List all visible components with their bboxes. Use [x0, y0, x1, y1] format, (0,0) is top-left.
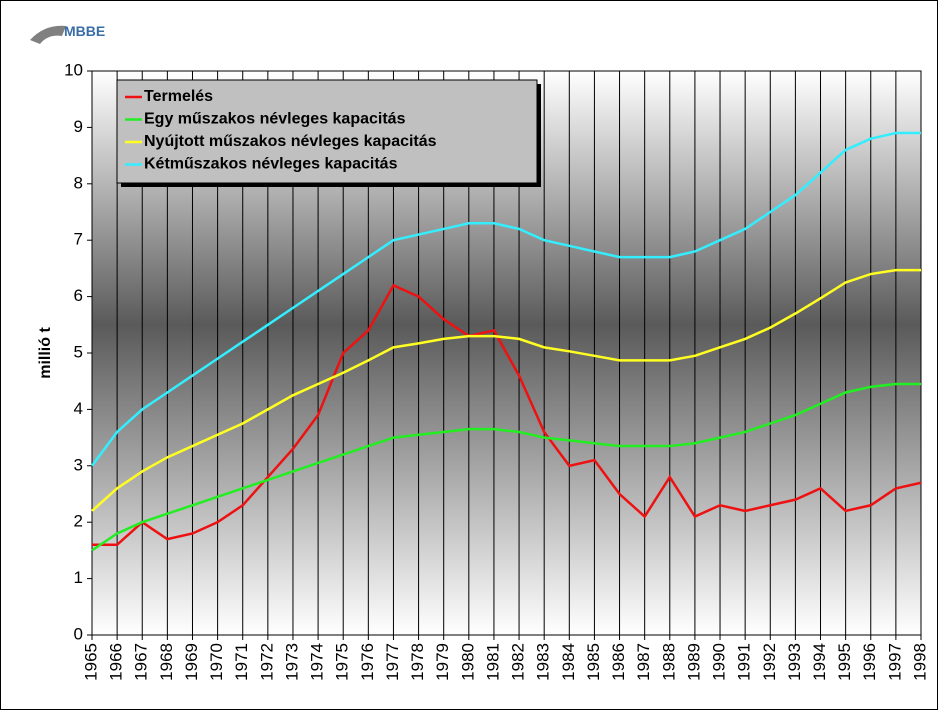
x-tick-label: 1996 [860, 643, 879, 681]
x-tick-label: 1981 [483, 643, 502, 681]
x-tick-label: 1993 [785, 643, 804, 681]
series-line [90, 131, 921, 467]
y-tick-label: 2 [74, 512, 83, 531]
legend [116, 79, 538, 184]
x-tick-label: 1979 [433, 643, 452, 681]
y-tick-label: 10 [64, 60, 83, 79]
x-tick-label: 1988 [659, 643, 678, 681]
legend-label: Egy műszakos névleges kapacitás [144, 111, 406, 128]
y-axis-label: millió t [37, 327, 54, 379]
x-tick-label: 1992 [760, 643, 779, 681]
y-tick-label: 7 [74, 230, 83, 249]
x-tick-label: 1995 [835, 643, 854, 681]
x-tick-label: 1974 [308, 643, 327, 681]
x-tick-label: 1982 [509, 643, 528, 681]
plot-border [91, 70, 922, 636]
x-tick-label: 1994 [810, 643, 829, 681]
series-line [92, 283, 922, 547]
y-tick-label: 1 [74, 568, 83, 587]
y-tick-label: 4 [74, 399, 83, 418]
x-tick-label: 1983 [534, 643, 553, 681]
x-tick-label: 1970 [207, 643, 226, 681]
x-tick-label: 1997 [885, 643, 904, 681]
y-tick-label: 9 [74, 117, 83, 136]
legend-label: Nyújtott műszakos névleges kapacitás [144, 133, 437, 150]
x-tick-label: 1986 [609, 643, 628, 681]
legend-label: Kétműszakos névleges kapacitás [144, 156, 398, 173]
x-tick-label: 1972 [257, 643, 276, 681]
x-tick-label: 1973 [282, 643, 301, 681]
y-tick-label: 8 [74, 173, 83, 192]
x-tick-label: 1966 [107, 643, 126, 681]
x-tick-label: 1967 [132, 643, 151, 681]
x-tick-label: 1991 [735, 643, 754, 681]
x-tick-label: 1980 [458, 643, 477, 681]
logo-text: MBBE [64, 23, 105, 39]
series-line [91, 382, 921, 552]
y-tick-label: 6 [74, 286, 83, 305]
series-line [91, 268, 921, 512]
x-tick-label: 1977 [383, 643, 402, 681]
y-tick-label: 3 [74, 455, 83, 474]
x-tick-label: 1975 [333, 643, 352, 681]
x-tick-label: 1976 [358, 643, 377, 681]
logo-mark [30, 25, 66, 44]
x-tick-label: 1968 [157, 643, 176, 681]
legend-label: Termelés [144, 88, 213, 105]
x-tick-label: 1978 [408, 643, 427, 681]
x-tick-label: 1985 [584, 643, 603, 681]
x-tick-label: 1998 [910, 643, 929, 681]
y-tick-label: 0 [74, 624, 83, 643]
y-tick-label: 5 [74, 342, 83, 361]
x-tick-label: 1971 [232, 643, 251, 681]
x-tick-label: 1969 [182, 643, 201, 681]
x-tick-label: 1990 [710, 643, 729, 681]
x-tick-label: 1987 [634, 643, 653, 681]
x-tick-label: 1965 [81, 643, 100, 681]
x-tick-label: 1984 [559, 643, 578, 681]
x-tick-label: 1989 [684, 643, 703, 681]
